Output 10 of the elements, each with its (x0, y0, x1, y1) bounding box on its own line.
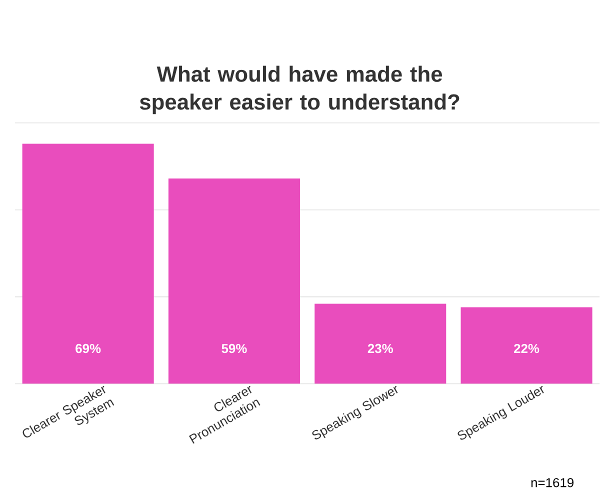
bar (168, 178, 300, 384)
bar (314, 304, 446, 384)
text: n=1619 (531, 478, 574, 488)
data-label: 23% (368, 344, 393, 354)
chart-title: What would have made the speaker easier to understand? (140, 66, 460, 114)
data-label: 69% (76, 344, 101, 354)
bar (460, 307, 592, 384)
data-label: 22% (514, 344, 540, 354)
bar (22, 144, 154, 384)
data-label: 59% (222, 344, 247, 354)
